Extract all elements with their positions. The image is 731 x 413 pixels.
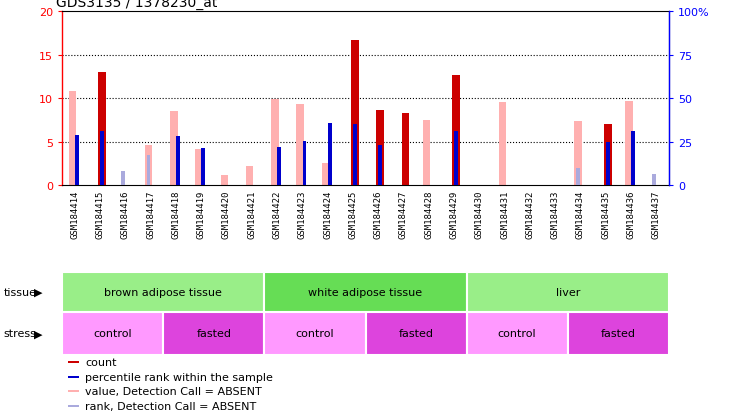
Text: value, Detection Call = ABSENT: value, Detection Call = ABSENT — [86, 386, 262, 396]
Bar — [454, 132, 458, 186]
Bar — [68, 361, 79, 363]
Bar — [100, 131, 104, 186]
Text: ▶: ▶ — [34, 287, 42, 297]
Bar — [353, 124, 357, 186]
Bar — [322, 163, 329, 186]
Bar — [170, 112, 178, 186]
Bar — [265, 312, 366, 355]
Text: GSM184422: GSM184422 — [273, 190, 281, 238]
Text: GSM184428: GSM184428 — [424, 190, 433, 238]
Text: GSM184435: GSM184435 — [601, 190, 610, 238]
Text: tissue: tissue — [4, 287, 37, 297]
Text: GSM184419: GSM184419 — [197, 190, 205, 238]
Text: GDS3135 / 1378230_at: GDS3135 / 1378230_at — [56, 0, 217, 10]
Text: GSM184424: GSM184424 — [323, 190, 332, 238]
Text: GSM184418: GSM184418 — [171, 190, 181, 238]
Bar — [631, 132, 635, 186]
Bar — [271, 100, 279, 186]
Text: GSM184420: GSM184420 — [222, 190, 231, 238]
Bar — [402, 114, 409, 186]
Bar — [265, 273, 466, 312]
Bar — [62, 312, 163, 355]
Text: control: control — [295, 328, 334, 339]
Text: liver: liver — [556, 287, 580, 297]
Bar — [576, 169, 580, 186]
Bar — [423, 121, 431, 186]
Bar — [303, 142, 306, 186]
Bar — [75, 135, 79, 186]
Text: GSM184434: GSM184434 — [576, 190, 585, 238]
Text: GSM184421: GSM184421 — [247, 190, 257, 238]
Bar — [176, 136, 180, 186]
Bar — [466, 273, 669, 312]
Bar — [99, 73, 106, 186]
Text: rank, Detection Call = ABSENT: rank, Detection Call = ABSENT — [86, 401, 257, 411]
Text: ▶: ▶ — [34, 328, 42, 339]
Text: GSM184414: GSM184414 — [70, 190, 79, 238]
Text: fasted: fasted — [197, 328, 231, 339]
Bar — [652, 175, 656, 186]
Text: GSM184423: GSM184423 — [298, 190, 307, 238]
Text: stress: stress — [4, 328, 37, 339]
Bar — [499, 102, 506, 186]
Bar — [277, 148, 281, 186]
Text: fasted: fasted — [601, 328, 636, 339]
Text: GSM184417: GSM184417 — [146, 190, 155, 238]
Bar — [68, 376, 79, 378]
Bar — [351, 41, 359, 186]
Bar — [452, 76, 460, 186]
Text: GSM184436: GSM184436 — [626, 190, 635, 238]
Bar — [221, 176, 228, 186]
Text: white adipose tissue: white adipose tissue — [308, 287, 423, 297]
Bar — [202, 149, 205, 186]
Text: control: control — [498, 328, 537, 339]
Bar — [568, 312, 669, 355]
Bar — [379, 146, 382, 186]
Bar — [327, 123, 332, 186]
Text: GSM184426: GSM184426 — [374, 190, 382, 238]
Bar — [163, 312, 265, 355]
Text: count: count — [86, 357, 117, 368]
Text: GSM184431: GSM184431 — [500, 190, 509, 238]
Bar — [147, 156, 151, 186]
Bar — [625, 102, 632, 186]
Bar — [246, 167, 254, 186]
Text: GSM184437: GSM184437 — [652, 190, 661, 238]
Bar — [69, 92, 77, 186]
Bar — [366, 312, 466, 355]
Text: control: control — [94, 328, 132, 339]
Text: GSM184415: GSM184415 — [96, 190, 105, 238]
Text: GSM184432: GSM184432 — [526, 190, 534, 238]
Bar — [575, 122, 582, 186]
Bar — [68, 390, 79, 392]
Text: GSM184429: GSM184429 — [450, 190, 458, 238]
Text: GSM184425: GSM184425 — [349, 190, 357, 238]
Text: GSM184433: GSM184433 — [550, 190, 560, 238]
Bar — [604, 125, 612, 186]
Text: brown adipose tissue: brown adipose tissue — [105, 287, 222, 297]
Bar — [121, 172, 125, 186]
Text: GSM184416: GSM184416 — [121, 190, 130, 238]
Bar — [68, 405, 79, 407]
Bar — [466, 312, 568, 355]
Bar — [606, 142, 610, 186]
Bar — [296, 104, 304, 186]
Text: GSM184430: GSM184430 — [474, 190, 484, 238]
Bar — [62, 273, 265, 312]
Text: fasted: fasted — [398, 328, 433, 339]
Bar — [195, 150, 202, 186]
Bar — [145, 146, 152, 186]
Text: GSM184427: GSM184427 — [399, 190, 408, 238]
Text: percentile rank within the sample: percentile rank within the sample — [86, 372, 273, 382]
Bar — [376, 110, 384, 186]
